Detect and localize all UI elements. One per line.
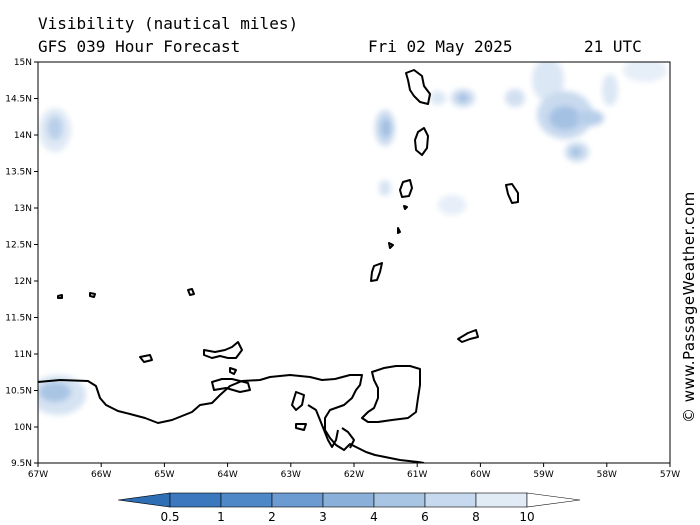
lon-label: 57W <box>660 470 680 480</box>
colorbar-swatch <box>169 492 222 508</box>
colorbar-swatch <box>424 492 477 508</box>
forecast-time: 21 UTC <box>584 37 642 56</box>
island-small <box>187 288 195 296</box>
island-small <box>57 294 63 299</box>
island-margarita <box>203 341 243 359</box>
island-st-lucia <box>414 127 429 156</box>
island-grenadines <box>403 205 408 210</box>
coastlines <box>38 69 519 463</box>
colorbar-swatch <box>271 492 324 508</box>
credit-text: © www.PassageWeather.com <box>680 191 698 423</box>
lat-label: 14N <box>14 131 32 141</box>
lon-label: 61W <box>407 470 427 480</box>
colorbar-label: 10 <box>519 510 534 524</box>
lon-label: 67W <box>28 470 48 480</box>
lat-label: 11N <box>14 350 32 360</box>
lat-label: 9.5N <box>11 459 32 469</box>
coastline-delta <box>341 427 355 449</box>
lon-label: 66W <box>91 470 111 480</box>
lon-label: 65W <box>154 470 174 480</box>
lat-label: 10N <box>14 423 32 433</box>
colorbar: 0.5 1 2 3 4 6 8 10 <box>117 492 581 524</box>
lon-label: 59W <box>533 470 553 480</box>
colorbar-high-arrow <box>526 492 581 508</box>
island-grenadines <box>388 242 394 249</box>
colorbar-swatch <box>475 492 528 508</box>
island-tobago <box>457 329 479 343</box>
colorbar-label: 6 <box>421 510 429 524</box>
lon-label: 63W <box>281 470 301 480</box>
lat-label: 14.5N <box>5 95 32 105</box>
colorbar-label: 3 <box>319 510 327 524</box>
lat-axis: 15N 14.5N 14N 13.5N 13N 12.5N 12N 11.5N … <box>5 58 38 469</box>
lat-label: 15N <box>14 58 32 68</box>
island-grenada <box>370 262 383 282</box>
island-st-vincent <box>399 179 413 198</box>
coastline-delta <box>307 404 339 448</box>
island-small <box>89 292 96 298</box>
map-title: Visibility (nautical miles) <box>38 14 299 33</box>
island-coche <box>229 367 237 375</box>
colorbar-label: 0.5 <box>160 510 179 524</box>
colorbar-swatch <box>373 492 426 508</box>
coastline-islet <box>291 391 305 411</box>
lon-label: 64W <box>217 470 237 480</box>
lat-label: 11.5N <box>5 314 32 324</box>
island-barbados <box>505 183 519 204</box>
lon-label: 58W <box>597 470 617 480</box>
colorbar-label: 1 <box>217 510 225 524</box>
lat-label: 13.5N <box>5 168 32 178</box>
colorbar-label: 4 <box>370 510 378 524</box>
lat-label: 12.5N <box>5 241 32 251</box>
credit: © www.PassageWeather.com <box>680 191 698 423</box>
lon-label: 60W <box>470 470 490 480</box>
island-grenadines <box>397 227 401 234</box>
coastline-islet <box>295 423 307 431</box>
island-martinique <box>405 69 431 105</box>
colorbar-label: 2 <box>268 510 276 524</box>
visibility-shading <box>38 62 667 415</box>
colorbar-swatch <box>322 492 375 508</box>
island-trinidad <box>361 365 421 423</box>
lat-label: 12N <box>14 277 32 287</box>
coastline-venezuela <box>38 374 425 463</box>
colorbar-low-arrow <box>117 492 171 508</box>
colorbar-swatch <box>220 492 273 508</box>
coastline-araya <box>211 378 251 393</box>
lon-label: 62W <box>344 470 364 480</box>
forecast-date: Fri 02 May 2025 <box>368 37 513 56</box>
lat-label: 13N <box>14 204 32 214</box>
colorbar-label: 8 <box>472 510 480 524</box>
forecast-label: GFS 039 Hour Forecast <box>38 37 241 56</box>
lon-axis: 67W 66W 65W 64W 63W 62W 61W 60W 59W 58W … <box>28 463 680 480</box>
island-small <box>139 354 153 363</box>
lat-label: 10.5N <box>5 387 32 397</box>
